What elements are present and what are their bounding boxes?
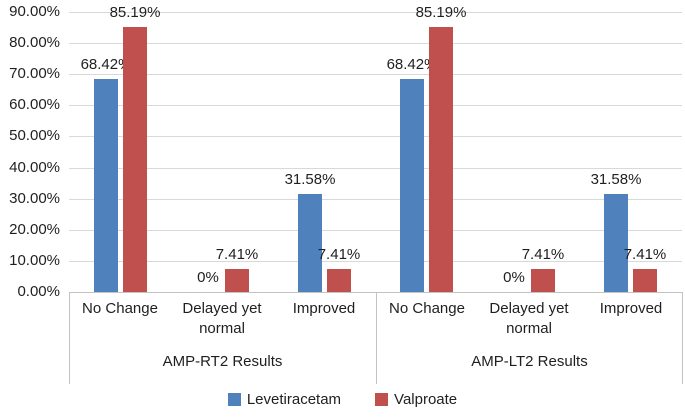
gridline [69, 105, 682, 106]
gridline [69, 168, 682, 169]
y-axis-tick-label: 20.00% [9, 221, 60, 238]
group-label: AMP-RT2 Results [162, 353, 283, 370]
category-label: No Change [389, 300, 465, 317]
bar-valproate [123, 27, 147, 292]
y-axis-tick-label: 30.00% [9, 190, 60, 207]
legend-label-levetiracetam: Levetiracetam [246, 391, 342, 408]
category-label: Improved [599, 300, 663, 317]
legend-item-levetiracetam: Levetiracetam [227, 391, 342, 408]
gridline [69, 12, 682, 13]
bar-value-label: 85.19% [109, 4, 161, 21]
valproate-swatch-icon [375, 393, 389, 406]
bar-value-label: 68.42% [80, 56, 132, 73]
bar-valproate [225, 269, 249, 292]
gridline [69, 199, 682, 200]
y-axis-tick-label: 60.00% [9, 96, 60, 113]
x-axis-line [69, 292, 682, 293]
bar-value-label: 0% [197, 269, 219, 286]
y-axis-tick-label: 10.00% [9, 252, 60, 269]
category-label: Delayed yet normal [182, 300, 262, 337]
gridline [69, 43, 682, 44]
bar-valproate [327, 269, 351, 292]
bar-levetiracetam [298, 194, 322, 292]
bar-valproate [429, 27, 453, 292]
bar-value-label: 31.58% [284, 171, 336, 188]
category-axis-divider [376, 292, 377, 384]
gridline [69, 230, 682, 231]
category-label: Improved [292, 300, 356, 317]
y-axis-tick-label: 80.00% [9, 34, 60, 51]
category-axis-divider [682, 292, 683, 384]
levetiracetam-swatch-icon [227, 393, 241, 406]
legend-item-valproate: Valproate [375, 391, 457, 408]
category-label: No Change [82, 300, 158, 317]
y-axis-tick-label: 70.00% [9, 65, 60, 82]
bar-levetiracetam [94, 79, 118, 292]
bar-levetiracetam [604, 194, 628, 292]
y-axis-tick-label: 50.00% [9, 127, 60, 144]
y-axis-tick-label: 90.00% [9, 3, 60, 20]
bar-levetiracetam [400, 79, 424, 292]
y-axis-tick-label: 40.00% [9, 159, 60, 176]
bar-value-label: 7.41% [215, 246, 259, 263]
category-axis-divider [69, 292, 70, 384]
bar-valproate [531, 269, 555, 292]
gridline [69, 74, 682, 75]
category-label: Delayed yet normal [489, 300, 569, 337]
bar-value-label: 7.41% [623, 246, 667, 263]
legend-label-valproate: Valproate [394, 391, 458, 408]
legend: Levetiracetam Valproate [0, 391, 685, 408]
bar-valproate [633, 269, 657, 292]
bar-value-label: 31.58% [590, 171, 642, 188]
gridline [69, 261, 682, 262]
group-label: AMP-LT2 Results [471, 353, 588, 370]
y-axis-tick-label: 0.00% [17, 283, 60, 300]
bar-value-label: 7.41% [317, 246, 361, 263]
bar-value-label: 0% [503, 269, 525, 286]
bar-value-label: 68.42% [386, 56, 438, 73]
bar-value-label: 7.41% [521, 246, 565, 263]
bar-value-label: 85.19% [415, 4, 467, 21]
gridline [69, 136, 682, 137]
